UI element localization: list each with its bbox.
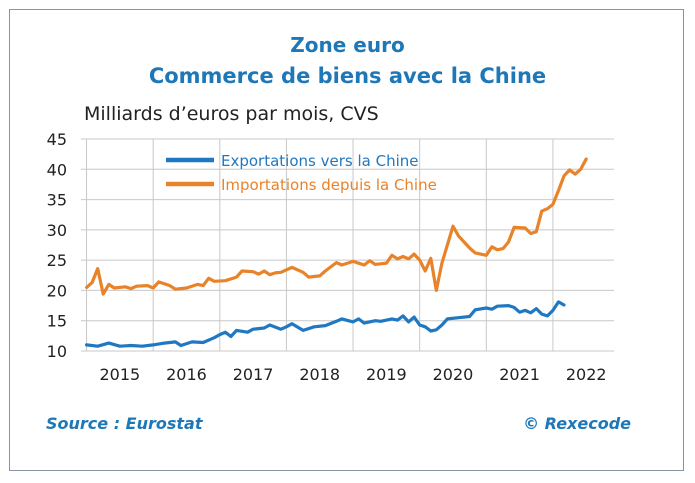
- y-tick-label: 35: [47, 191, 67, 210]
- x-tick-label: 2022: [566, 365, 607, 384]
- imports-series-line: [85, 157, 588, 296]
- x-tick-label: 2019: [366, 365, 407, 384]
- x-tick-label: 2017: [233, 365, 274, 384]
- copyright-note: © Rexecode: [523, 414, 631, 433]
- exports-series-line: [85, 300, 566, 348]
- y-tick-label: 15: [47, 312, 67, 331]
- y-tick-label: 25: [47, 251, 67, 270]
- y-tick-label: 30: [47, 221, 67, 240]
- y-tick-label: 10: [47, 342, 67, 361]
- y-tick-label: 20: [47, 281, 67, 300]
- y-tick-label: 45: [47, 130, 67, 149]
- x-tick-label: 2020: [433, 365, 474, 384]
- chart-unit-label: Milliards d’euros par mois, CVS: [84, 103, 379, 125]
- chart-title: Commerce de biens avec la Chine: [148, 64, 547, 88]
- legend-label: Importations depuis la Chine: [221, 176, 437, 194]
- x-tick-label: 2016: [166, 365, 207, 384]
- chart-frame: [9, 9, 684, 471]
- x-tick-label: 2015: [100, 365, 141, 384]
- x-tick-label: 2021: [499, 365, 540, 384]
- chart-region-title: Zone euro: [290, 33, 405, 57]
- legend-label: Exportations vers la Chine: [221, 152, 418, 170]
- x-tick-label: 2018: [299, 365, 340, 384]
- source-note: Source : Eurostat: [46, 414, 203, 433]
- y-tick-label: 40: [47, 160, 67, 179]
